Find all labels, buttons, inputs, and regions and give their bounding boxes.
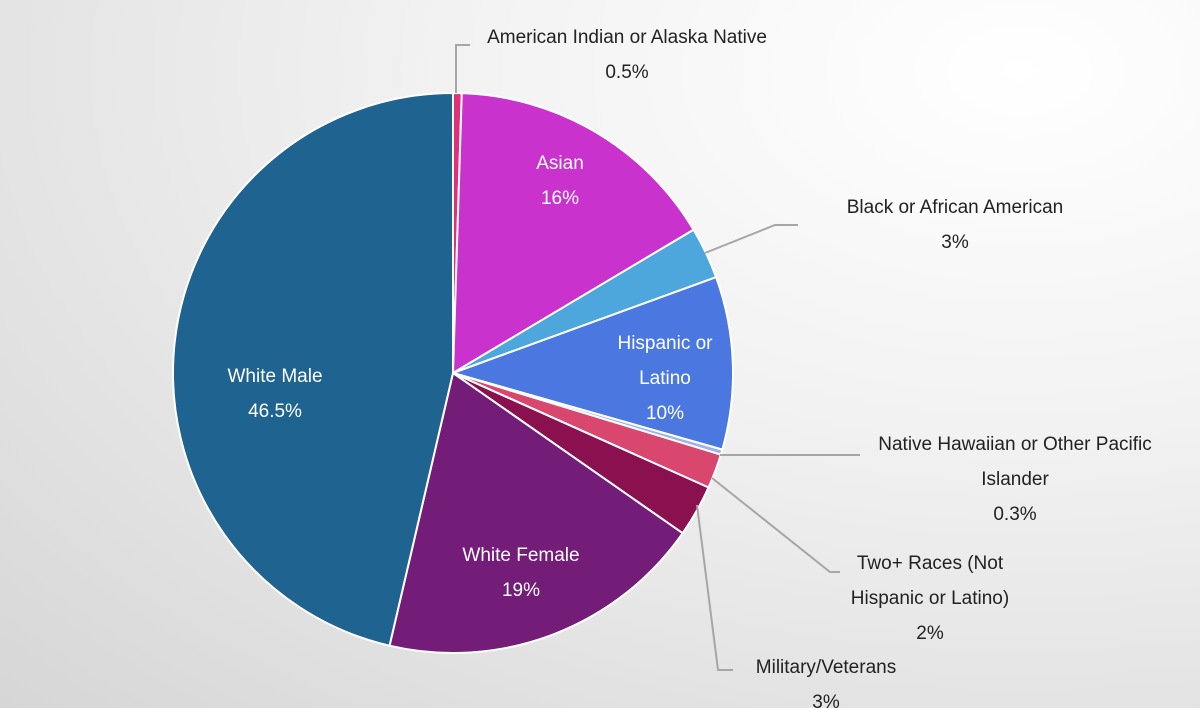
data-label: White Male 46.5% xyxy=(175,359,375,429)
data-label: American Indian or Alaska Native 0.5% xyxy=(462,20,792,90)
category-label: Hispanic or Latino xyxy=(617,333,713,389)
value-label: 2% xyxy=(916,623,944,644)
data-label: Hispanic or Latino 10% xyxy=(605,326,725,431)
pie-slice xyxy=(451,92,695,375)
value-label: 16% xyxy=(540,188,580,209)
value-label: 0.5% xyxy=(605,62,649,83)
value-label: 19% xyxy=(501,580,541,601)
data-label: Military/Veterans 3% xyxy=(706,650,946,708)
leader-line xyxy=(704,224,798,254)
value-label: 46.5% xyxy=(248,401,302,422)
value-label: 3% xyxy=(941,232,969,253)
leader-line xyxy=(711,477,840,573)
data-label: Two+ Races (Not Hispanic or Latino) 2% xyxy=(825,546,1035,651)
category-label: American Indian or Alaska Native xyxy=(487,27,767,48)
data-label: Asian 16% xyxy=(480,146,640,216)
category-label: Native Hawaiian or Other Pacific Islande… xyxy=(878,434,1152,490)
category-label: Two+ Races (Not Hispanic or Latino) xyxy=(850,553,1010,609)
pie-slice xyxy=(388,371,685,654)
pie-slice xyxy=(172,91,454,647)
value-label: 0.3% xyxy=(993,504,1037,525)
value-label: 10% xyxy=(645,403,685,424)
pie-slice xyxy=(449,275,734,451)
category-label: White Female xyxy=(462,545,580,566)
leader-line xyxy=(696,504,733,671)
category-label: Military/Veterans xyxy=(755,657,897,678)
value-label: 3% xyxy=(812,692,840,708)
category-label: Asian xyxy=(536,153,584,174)
data-label: White Female 19% xyxy=(411,538,631,608)
data-label: Black or African American 3% xyxy=(790,190,1120,260)
data-label: Native Hawaiian or Other Pacific Islande… xyxy=(855,427,1175,532)
leader-line xyxy=(455,44,470,93)
category-label: Black or African American xyxy=(846,197,1064,218)
category-label: White Male xyxy=(227,366,323,387)
